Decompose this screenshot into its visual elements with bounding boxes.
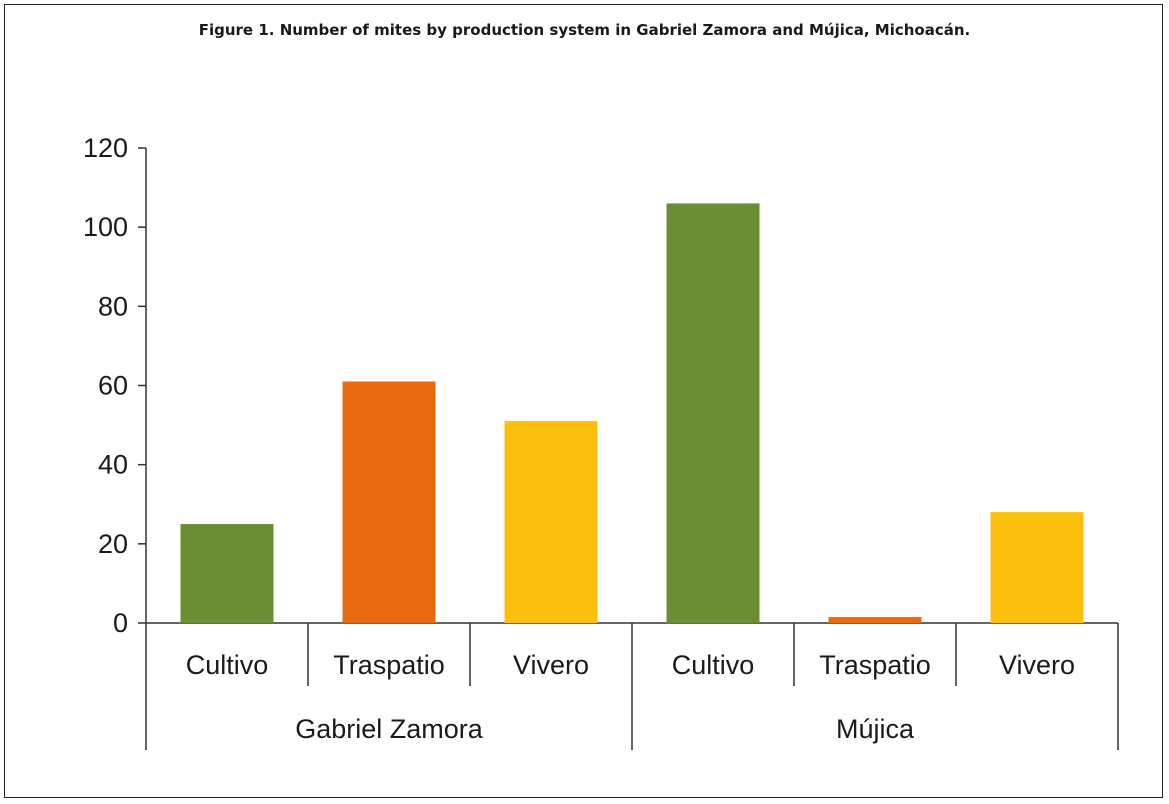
category-label-0-2: Vivero bbox=[513, 650, 589, 680]
y-tick-label-0: 0 bbox=[113, 608, 128, 638]
bar-0-0 bbox=[180, 524, 274, 623]
chart-title: Figure 1. Number of mites by production … bbox=[198, 21, 971, 39]
figure-frame bbox=[4, 4, 1163, 798]
y-tick-label-2: 40 bbox=[98, 450, 128, 480]
bar-0-1 bbox=[342, 381, 436, 623]
group-label-0: Gabriel Zamora bbox=[295, 714, 484, 744]
bar-1-2 bbox=[990, 512, 1084, 623]
category-label-1-1: Traspatio bbox=[819, 650, 931, 680]
y-tick-label-5: 100 bbox=[83, 212, 128, 242]
y-tick-label-6: 120 bbox=[83, 133, 128, 163]
category-label-0-1: Traspatio bbox=[333, 650, 445, 680]
group-label-1: Mújica bbox=[836, 714, 915, 744]
category-label-1-2: Vivero bbox=[999, 650, 1075, 680]
category-label-0-0: Cultivo bbox=[186, 650, 269, 680]
y-tick-label-1: 20 bbox=[98, 529, 128, 559]
y-tick-label-4: 80 bbox=[98, 291, 128, 321]
bar-1-1 bbox=[828, 617, 922, 623]
bar-1-0 bbox=[666, 203, 760, 623]
category-label-1-0: Cultivo bbox=[672, 650, 755, 680]
y-tick-label-3: 60 bbox=[98, 371, 128, 401]
bar-0-2 bbox=[504, 421, 598, 623]
